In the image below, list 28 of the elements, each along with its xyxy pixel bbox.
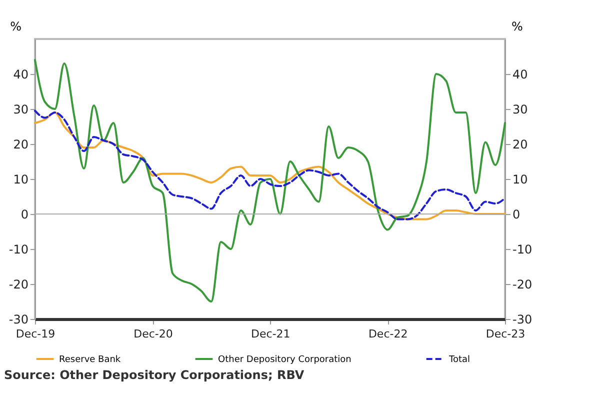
- y2-tick-label: 10: [512, 172, 528, 186]
- source-note: Source: Other Depository Corporations; RBV: [3, 368, 306, 382]
- legend-label: Total: [448, 355, 470, 365]
- x-tick-label: Dec-19: [16, 328, 56, 340]
- y2-tick-label: -20: [512, 278, 532, 292]
- y-tick-label: -20: [8, 278, 28, 292]
- y-tick-label: 30: [13, 102, 28, 116]
- y2-tick-label: 40: [512, 68, 528, 82]
- y2-tick-label: 0: [512, 208, 520, 222]
- line-series: [34, 59, 506, 302]
- y2-tick-label: 30: [512, 102, 528, 116]
- y-tick-label: 0: [20, 208, 28, 222]
- y2-tick-label: -30: [512, 312, 532, 326]
- y-tick-label: 20: [13, 138, 28, 152]
- y-tick-label: -30: [8, 312, 28, 326]
- y2-tick-label: -10: [512, 242, 532, 256]
- y2-axis-title: %: [512, 20, 523, 34]
- x-tick-label: Dec-22: [368, 328, 408, 340]
- y-tick-label: -10: [8, 242, 28, 256]
- legend-label: Other Depository Corporation: [218, 355, 352, 365]
- y2-tick-label: 20: [512, 138, 528, 152]
- y-axis-title: %: [10, 20, 22, 34]
- x-tick-label: Dec-21: [251, 328, 290, 340]
- legend-label: Reserve Bank: [59, 355, 122, 365]
- y-tick-label: 10: [13, 172, 28, 186]
- y-tick-label: 40: [13, 68, 28, 82]
- x-tick-label: Dec-20: [134, 328, 173, 340]
- x-tick-label: Dec-23: [486, 328, 526, 340]
